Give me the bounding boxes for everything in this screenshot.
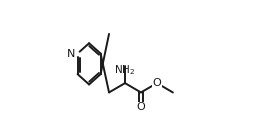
Text: N: N [67,49,76,59]
Text: O: O [137,102,145,112]
Text: O: O [153,78,161,88]
Text: NH$_2$: NH$_2$ [115,63,136,77]
